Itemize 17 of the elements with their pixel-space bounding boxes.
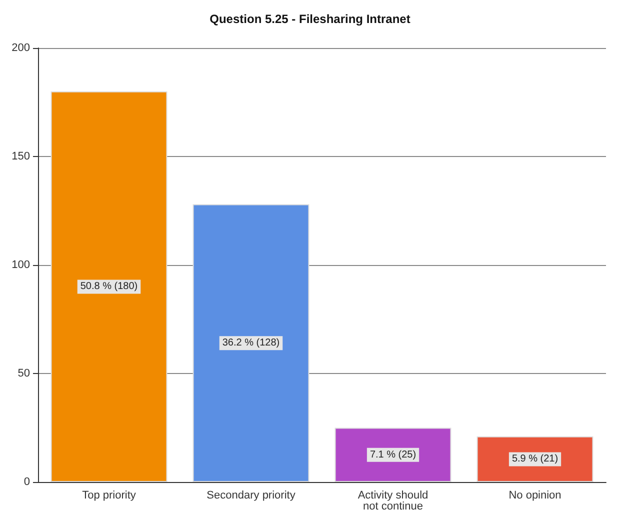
data-label: 5.9 % (21) — [512, 454, 558, 465]
y-tick-label: 200 — [12, 42, 30, 54]
chart-title: Question 5.25 - Filesharing Intranet — [210, 12, 410, 26]
x-tick-label: Activity should not continue — [358, 490, 428, 512]
bar — [334, 428, 452, 482]
data-label: 7.1 % (25) — [370, 449, 416, 460]
data-label: 50.8 % (180) — [80, 281, 138, 292]
y-tick-label: 0 — [24, 476, 30, 488]
bar — [50, 91, 168, 482]
bar — [192, 204, 310, 482]
y-tick-label: 150 — [12, 150, 30, 162]
y-tick-label: 50 — [18, 368, 30, 380]
x-tick-label: Top priority — [82, 490, 136, 502]
y-tick-label: 100 — [12, 259, 30, 271]
data-label: 36.2 % (128) — [222, 338, 280, 349]
x-tick-label: Secondary priority — [206, 490, 296, 502]
x-tick-label: No opinion — [508, 490, 562, 502]
